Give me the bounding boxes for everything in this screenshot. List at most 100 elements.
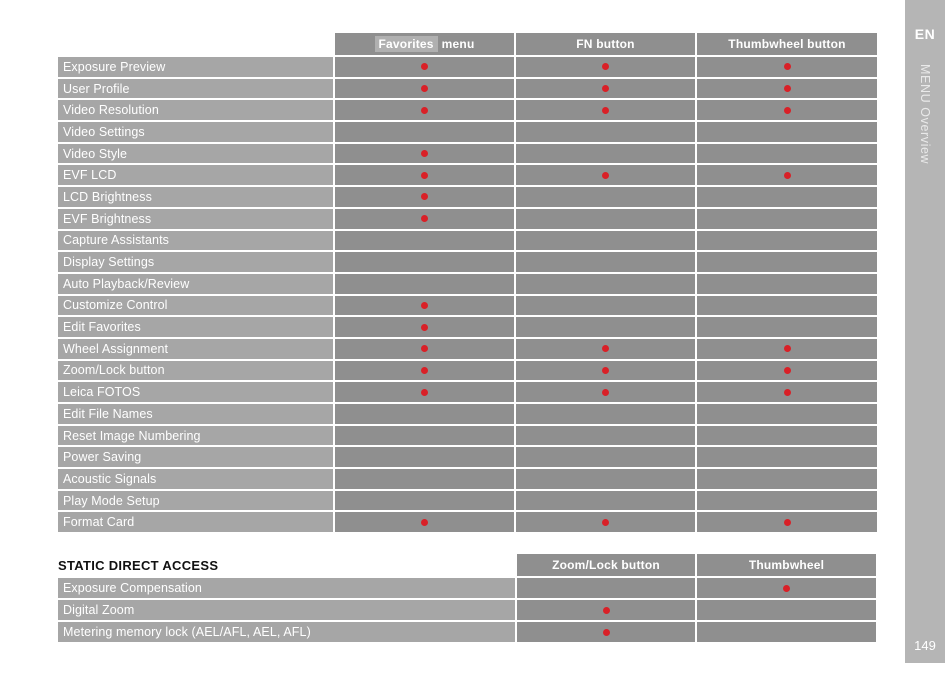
access-cell-empty — [697, 273, 877, 294]
menu-table-body: Exposure Preview User Profile Video Resolu… — [58, 57, 877, 533]
access-cell-marked — [697, 165, 877, 186]
table-row: Leica FOTOS — [58, 382, 877, 402]
column-header-thumbwheel: Thumbwheel — [697, 554, 876, 576]
access-cell-marked — [517, 622, 695, 642]
red-dot-indicator — [602, 345, 609, 353]
table-row: Format Card — [58, 512, 877, 533]
menu-item-label: Video Resolution — [58, 100, 333, 121]
access-cell-marked — [335, 57, 514, 77]
red-dot-indicator — [602, 518, 609, 526]
red-dot-indicator — [421, 345, 428, 353]
menu-item-label: Edit Favorites — [58, 317, 333, 337]
access-cell-marked — [335, 512, 514, 533]
static-table-header-row: STATIC DIRECT ACCESS Zoom/Lock button Th… — [58, 554, 876, 576]
menu-item-label: Power Saving — [58, 447, 333, 468]
access-cell-empty — [335, 230, 514, 251]
table-row: Metering memory lock (AEL/AFL, AEL, AFL) — [58, 622, 876, 642]
menu-item-label: User Profile — [58, 78, 333, 99]
access-cell-marked — [516, 338, 695, 359]
access-cell-marked — [697, 578, 876, 598]
table-row: Video Resolution — [58, 100, 877, 121]
column-header-fn-button: FN button — [516, 33, 695, 55]
access-cell-marked — [335, 78, 514, 99]
table-row: Digital Zoom — [58, 600, 876, 620]
access-cell-marked — [516, 57, 695, 77]
menu-item-label: Exposure Compensation — [58, 578, 515, 598]
red-dot-indicator — [602, 171, 609, 179]
menu-item-label: Edit File Names — [58, 404, 333, 424]
page-number: 149 — [914, 638, 936, 653]
access-cell-marked — [335, 338, 514, 359]
menu-item-label: EVF Brightness — [58, 208, 333, 229]
table-row: Capture Assistants — [58, 230, 877, 251]
access-cell-empty — [335, 122, 514, 142]
red-dot-indicator — [783, 518, 791, 526]
menu-item-label: Leica FOTOS — [58, 382, 333, 402]
red-dot-indicator — [602, 366, 609, 374]
red-dot-indicator — [602, 106, 609, 114]
menu-item-label: Format Card — [58, 512, 333, 533]
table-row: User Profile — [58, 78, 877, 99]
table-row: Acoustic Signals — [58, 469, 877, 489]
menu-item-label: Capture Assistants — [58, 230, 333, 251]
menu-item-label: Reset Image Numbering — [58, 425, 333, 446]
table-row: Auto Playback/Review — [58, 273, 877, 294]
access-cell-empty — [697, 230, 877, 251]
access-cell-empty — [516, 208, 695, 229]
access-cell-marked — [697, 382, 877, 402]
language-tab: EN — [914, 26, 936, 42]
column-header-favorites-menu: Favorites menu — [335, 33, 514, 55]
access-cell-empty — [516, 469, 695, 489]
access-cell-empty — [335, 469, 514, 489]
access-cell-marked — [335, 100, 514, 121]
access-cell-empty — [516, 317, 695, 337]
access-cell-marked — [335, 143, 514, 164]
access-cell-empty — [697, 622, 876, 642]
red-dot-indicator — [783, 106, 791, 114]
access-cell-marked — [697, 360, 877, 381]
access-cell-empty — [697, 295, 877, 316]
red-dot-indicator — [783, 85, 791, 93]
menu-item-label: Video Settings — [58, 122, 333, 142]
table-row: EVF LCD — [58, 165, 877, 186]
table-row: EVF Brightness — [58, 208, 877, 229]
column-header-zoom-lock-button: Zoom/Lock button — [517, 554, 695, 576]
red-dot-indicator — [421, 193, 428, 201]
column-header-thumbwheel-button: Thumbwheel button — [697, 33, 877, 55]
access-cell-marked — [335, 317, 514, 337]
red-dot-indicator — [602, 63, 609, 71]
red-dot-indicator — [421, 388, 428, 396]
access-cell-marked — [697, 57, 877, 77]
access-cell-marked — [335, 187, 514, 207]
access-cell-empty — [516, 404, 695, 424]
access-cell-empty — [517, 578, 695, 598]
red-dot-indicator — [783, 388, 791, 396]
access-cell-marked — [516, 512, 695, 533]
access-cell-marked — [516, 165, 695, 186]
table-row: Zoom/Lock button — [58, 360, 877, 381]
red-dot-indicator — [421, 106, 428, 114]
menu-item-label: Zoom/Lock button — [58, 360, 333, 381]
red-dot-indicator — [783, 345, 791, 353]
access-cell-empty — [335, 404, 514, 424]
red-dot-indicator — [421, 323, 428, 331]
access-cell-empty — [335, 425, 514, 446]
favorites-menu-word: menu — [441, 37, 475, 51]
access-cell-marked — [516, 78, 695, 99]
table-row: Wheel Assignment — [58, 338, 877, 359]
access-cell-empty — [697, 404, 877, 424]
menu-item-label: Play Mode Setup — [58, 490, 333, 511]
section-title-vertical: MENU Overview — [918, 64, 932, 165]
menu-access-table: Favorites menu FN button Thumbwheel butt… — [58, 33, 877, 534]
menu-table-header-row: Favorites menu FN button Thumbwheel butt… — [58, 33, 877, 55]
menu-item-label: Video Style — [58, 143, 333, 164]
menu-item-label: Wheel Assignment — [58, 338, 333, 359]
table-row: Edit File Names — [58, 404, 877, 424]
access-cell-empty — [516, 447, 695, 468]
access-cell-empty — [697, 143, 877, 164]
access-cell-empty — [335, 273, 514, 294]
table-row: Exposure Preview — [58, 57, 877, 77]
access-cell-marked — [335, 295, 514, 316]
red-dot-indicator — [421, 366, 428, 374]
table-row: Customize Control — [58, 295, 877, 316]
